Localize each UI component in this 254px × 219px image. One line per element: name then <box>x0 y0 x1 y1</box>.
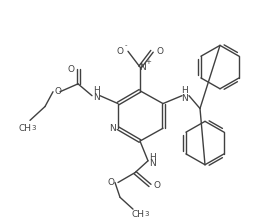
Text: N: N <box>110 124 116 133</box>
Text: H: H <box>150 153 156 162</box>
Text: O: O <box>153 181 161 190</box>
Text: O: O <box>55 87 61 96</box>
Text: H: H <box>181 86 187 95</box>
Text: 3: 3 <box>32 125 36 131</box>
Text: O: O <box>117 47 123 56</box>
Text: H: H <box>93 86 99 95</box>
Text: O: O <box>68 65 74 74</box>
Text: N: N <box>93 93 99 102</box>
Text: CH: CH <box>19 124 31 133</box>
Text: O: O <box>107 178 115 187</box>
Text: -: - <box>125 42 127 48</box>
Text: O: O <box>156 47 164 56</box>
Text: CH: CH <box>132 210 145 219</box>
Text: +: + <box>145 59 151 65</box>
Text: 3: 3 <box>145 211 149 217</box>
Text: N: N <box>181 94 187 103</box>
Text: N: N <box>139 63 145 72</box>
Text: N: N <box>150 159 156 168</box>
